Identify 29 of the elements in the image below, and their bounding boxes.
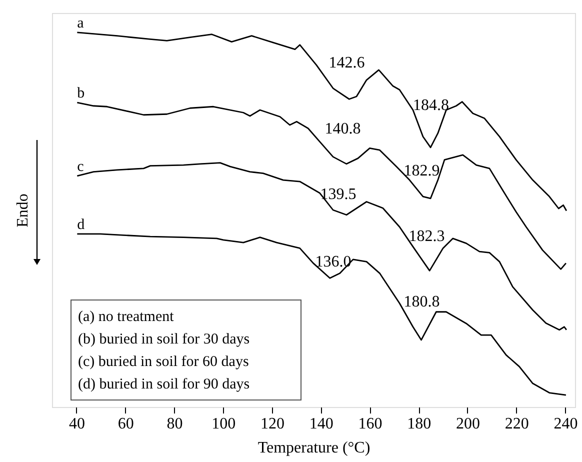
y-axis-title: Endo: [14, 194, 32, 228]
annotation: 140.8: [324, 120, 361, 138]
annotation: (b) buried in soil for 30 days: [78, 332, 250, 348]
annotation: 180.8: [404, 294, 440, 311]
x-tick-label: 60: [118, 416, 134, 432]
x-tick-label: 120: [260, 416, 284, 432]
x-tick-label: 220: [504, 416, 529, 432]
annotation: 182.3: [408, 228, 445, 245]
annotation: 182.9: [404, 162, 440, 180]
annotation: 136.0: [315, 254, 352, 271]
series-label: a: [77, 15, 84, 32]
annotation: (c) buried in soil for 60 days: [78, 354, 249, 370]
x-tick-label: 140: [309, 416, 334, 432]
x-tick-label: 100: [212, 416, 236, 432]
annotation: 184.8: [413, 97, 449, 114]
annotation: (d) buried in soil for 90 days: [78, 376, 250, 392]
x-tick-label: 160: [358, 416, 382, 432]
series-label: b: [77, 86, 85, 102]
annotation: 142.6: [328, 54, 365, 72]
series-label: c: [77, 158, 84, 175]
x-tick-label: 240: [554, 416, 578, 432]
x-tick-label: 80: [166, 416, 183, 432]
x-tick-label: 180: [407, 416, 432, 432]
x-tick-label: 200: [456, 416, 480, 432]
annotation: (a) no treatment: [78, 309, 175, 325]
series-label: d: [77, 216, 86, 233]
x-tick-label: 40: [68, 416, 85, 432]
annotation: 139.5: [320, 186, 356, 203]
x-axis-title: Temperature (°C): [258, 440, 370, 456]
